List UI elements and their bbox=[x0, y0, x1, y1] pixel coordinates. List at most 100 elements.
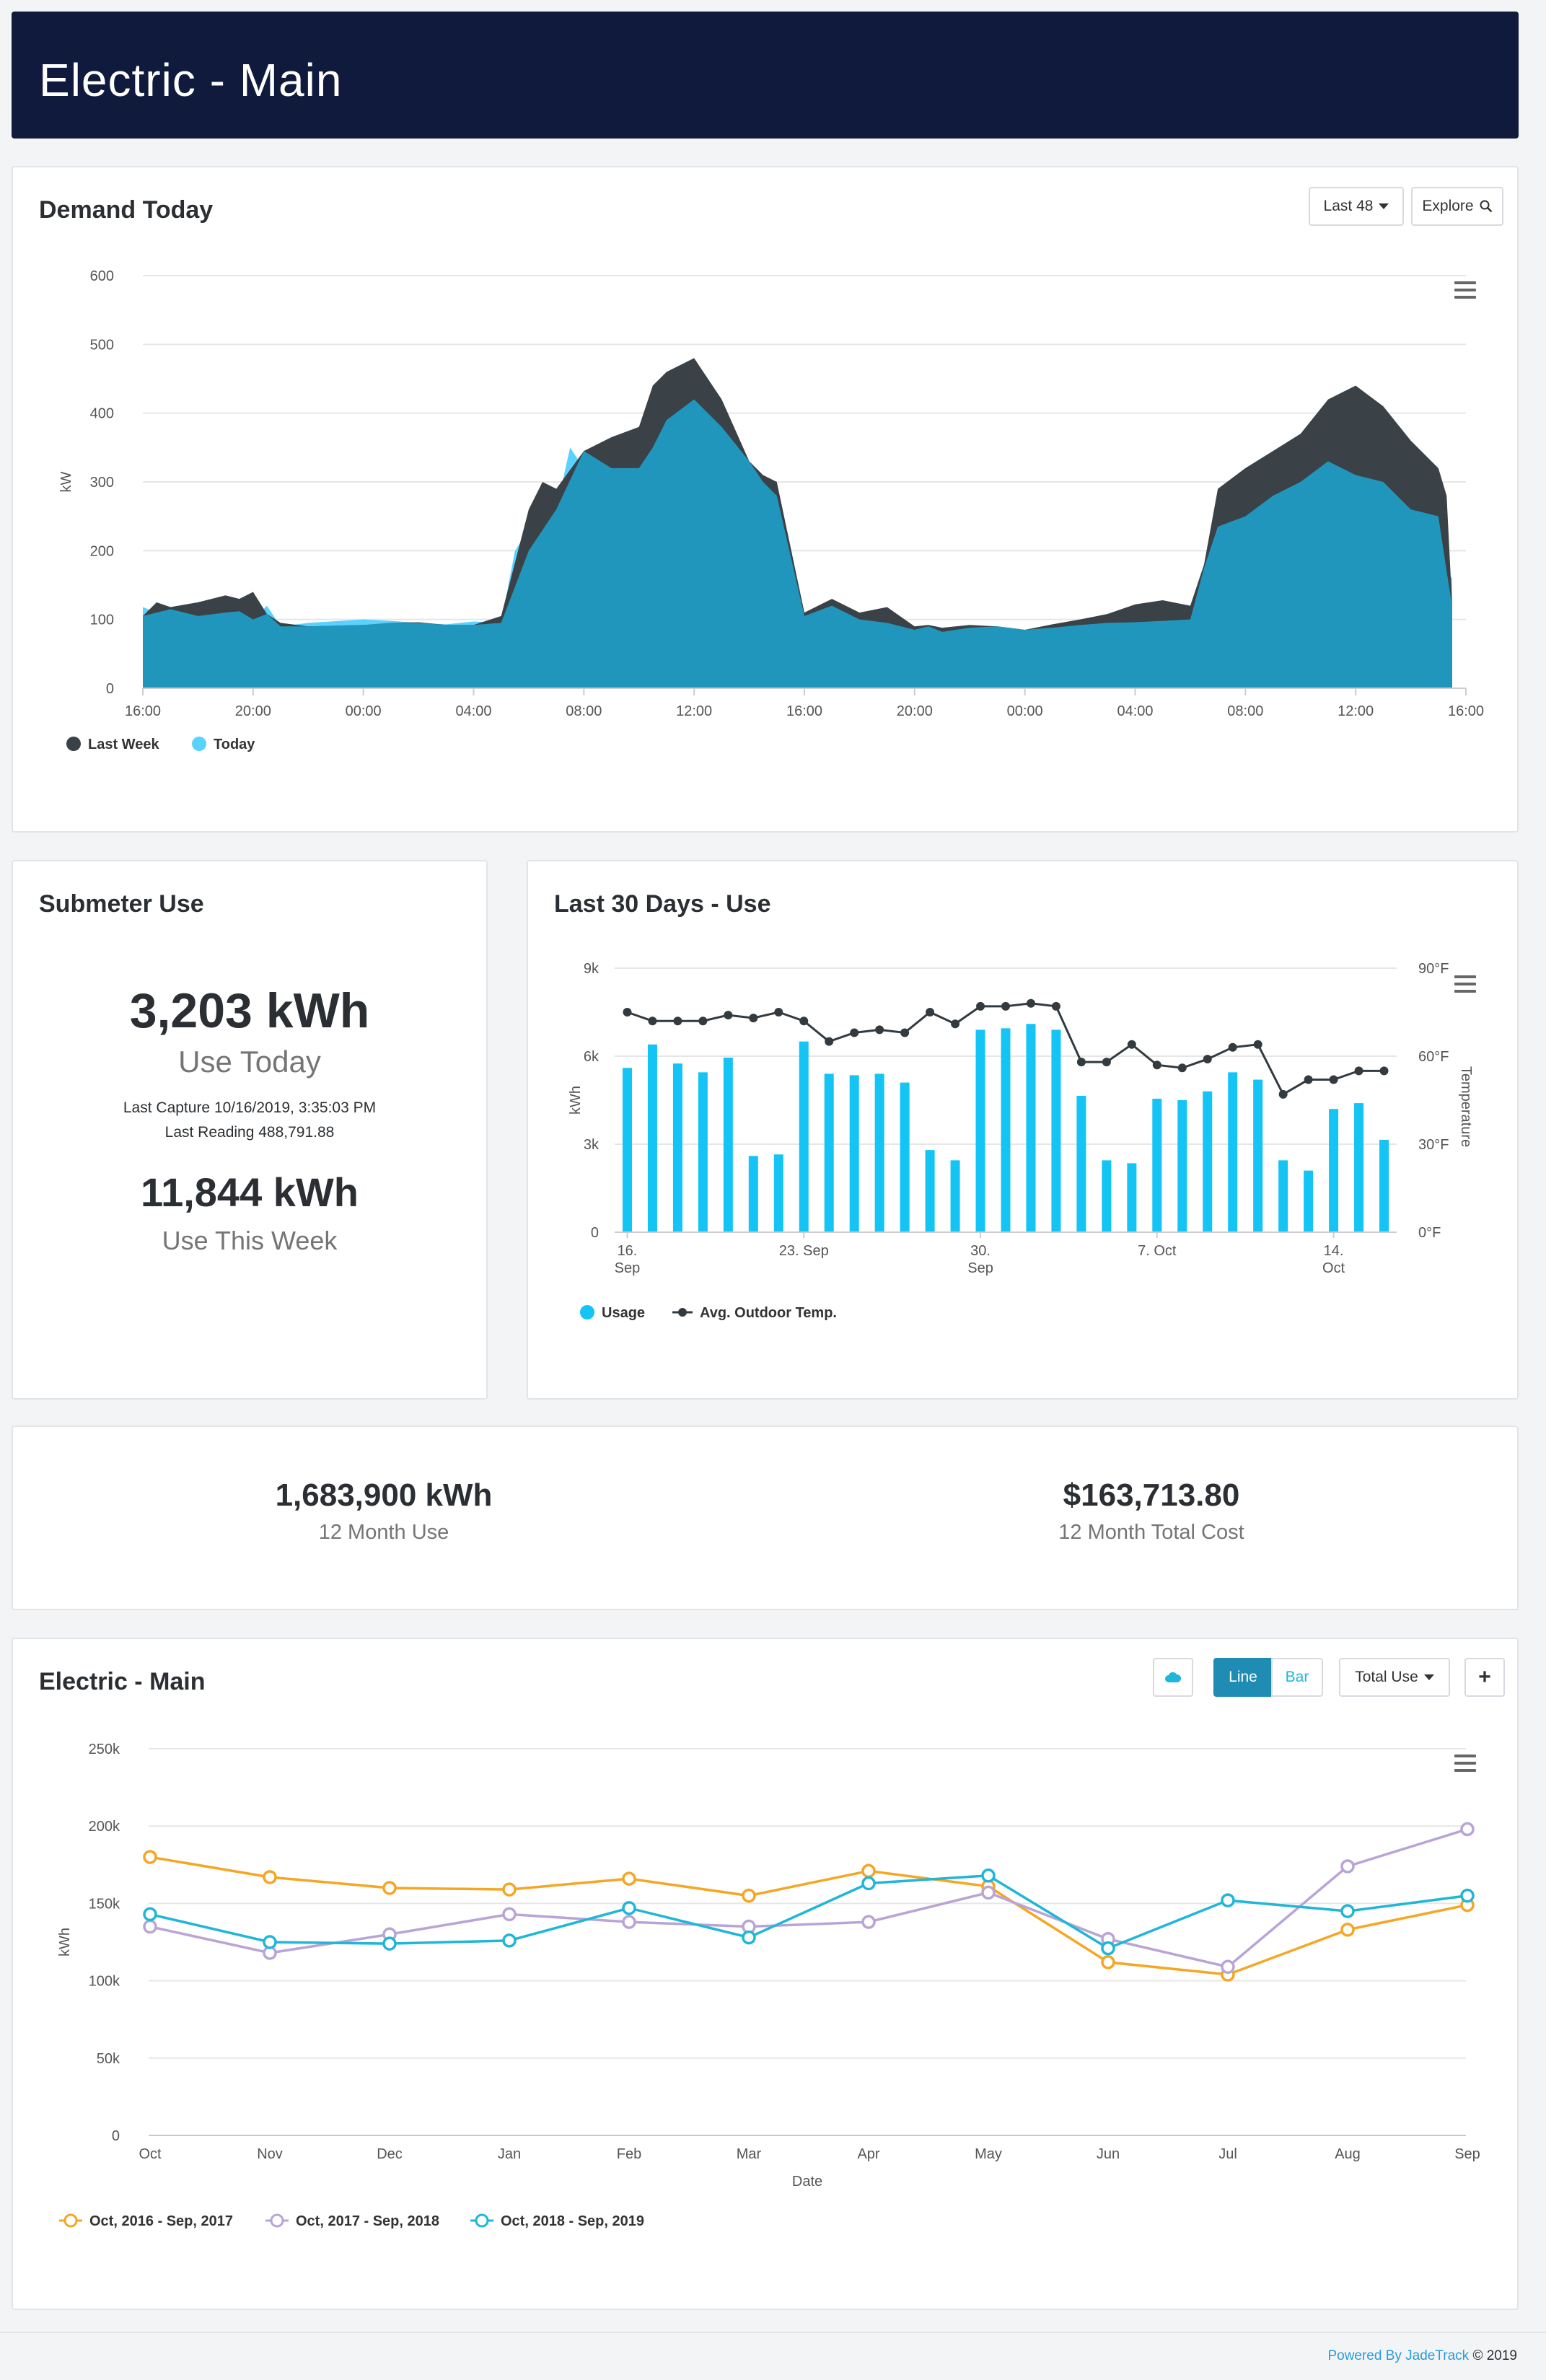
last30-xtick-sub: Sep bbox=[967, 1260, 993, 1276]
demand-ytick: 400 bbox=[90, 406, 114, 422]
last30-ylabel-left: kWh bbox=[568, 1086, 584, 1115]
usage-bar bbox=[1203, 1091, 1213, 1232]
chevron-down-icon bbox=[1379, 203, 1389, 209]
usage-bar bbox=[799, 1041, 809, 1232]
explore-button[interactable]: Explore bbox=[1411, 187, 1503, 226]
cloud-icon bbox=[1165, 1672, 1182, 1682]
last30-ytick-left: 3k bbox=[584, 1137, 599, 1153]
history-point bbox=[1460, 1822, 1475, 1837]
legend-today-marker bbox=[192, 737, 206, 751]
demand-xtick: 08:00 bbox=[566, 703, 602, 719]
temperature-point bbox=[875, 1025, 884, 1035]
metric-label: Total Use bbox=[1355, 1669, 1418, 1685]
history-point bbox=[143, 1850, 157, 1864]
temperature-point bbox=[1152, 1061, 1161, 1070]
annual-use-value: 1,683,900 kWh bbox=[275, 1477, 493, 1513]
temperature-point bbox=[698, 1016, 708, 1026]
temperature-point bbox=[900, 1028, 910, 1037]
history-point bbox=[861, 1915, 876, 1929]
history-point bbox=[742, 1888, 756, 1903]
demand-xtick: 04:00 bbox=[1117, 703, 1153, 719]
last30-xtick: 7. Oct bbox=[1138, 1243, 1177, 1259]
temperature-point bbox=[1203, 1055, 1212, 1064]
history-series-line bbox=[149, 1874, 1468, 1950]
temperature-point bbox=[926, 1008, 935, 1016]
metric-dropdown[interactable]: Total Use bbox=[1339, 1658, 1450, 1697]
annual-cost-label: 12 Month Total Cost bbox=[1058, 1521, 1244, 1544]
demand-xtick: 16:00 bbox=[125, 703, 161, 719]
demand-xtick: 20:00 bbox=[235, 703, 271, 719]
plus-icon: + bbox=[1478, 1665, 1491, 1689]
range-dropdown[interactable]: Last 48 bbox=[1309, 187, 1404, 226]
history-point bbox=[981, 1869, 996, 1883]
last30-menu-icon[interactable] bbox=[1454, 975, 1476, 993]
history-xtick: Nov bbox=[257, 2146, 283, 2162]
demand-ytick: 0 bbox=[106, 681, 114, 697]
legend-usage-marker bbox=[580, 1305, 594, 1319]
demand-menu-icon[interactable] bbox=[1454, 281, 1476, 299]
legend-temp-marker bbox=[678, 1308, 687, 1317]
usage-bar bbox=[672, 1063, 682, 1232]
last30-ylabel-right: Temperature bbox=[1458, 1066, 1474, 1147]
powered-by-link[interactable]: Powered By JadeTrack bbox=[1327, 2348, 1470, 2363]
history-point bbox=[622, 1915, 636, 1929]
use-week-label: Use This Week bbox=[162, 1226, 338, 1255]
history-xtick: Feb bbox=[617, 2146, 641, 2162]
history-point bbox=[742, 1930, 756, 1945]
history-xtick: Jun bbox=[1097, 2146, 1120, 2162]
legend-series-label: Oct, 2018 - Sep, 2019 bbox=[501, 2213, 644, 2229]
overlap-area bbox=[143, 399, 1452, 688]
temperature-point bbox=[825, 1037, 834, 1046]
usage-bar bbox=[1177, 1100, 1187, 1232]
weather-toggle-button[interactable] bbox=[1153, 1658, 1193, 1697]
last30-xtick: 30. bbox=[970, 1243, 991, 1259]
legend-series-label: Oct, 2016 - Sep, 2017 bbox=[89, 2213, 233, 2229]
last30-ytick-right: 60°F bbox=[1418, 1049, 1449, 1065]
history-point bbox=[1221, 1893, 1235, 1907]
usage-bar bbox=[1329, 1109, 1339, 1232]
history-ytick: 50k bbox=[97, 2051, 120, 2067]
demand-xtick: 20:00 bbox=[897, 703, 933, 719]
history-point bbox=[1101, 1955, 1115, 1970]
demand-xtick: 16:00 bbox=[786, 703, 822, 719]
temperature-point bbox=[1127, 1040, 1136, 1049]
use-today-value: 3,203 kWh bbox=[129, 983, 370, 1038]
history-xlabel: Date bbox=[792, 2174, 822, 2190]
history-ytick: 200k bbox=[89, 1819, 120, 1835]
usage-bar bbox=[698, 1072, 708, 1232]
demand-chart: 600 500 400 300 200 100 0 kW 16:00 20:00 00:00 04:0… bbox=[58, 268, 1484, 752]
usage-bar bbox=[622, 1068, 632, 1232]
temperature-point bbox=[1102, 1058, 1111, 1067]
usage-bar bbox=[1076, 1095, 1086, 1232]
usage-bar bbox=[1026, 1024, 1036, 1232]
temperature-point bbox=[951, 1019, 960, 1029]
legend-today: Today bbox=[214, 737, 255, 752]
history-point bbox=[1340, 1923, 1355, 1937]
history-card: Electric - Main Line Bar Total Use + 250… bbox=[12, 1638, 1519, 2310]
last30-ytick-left: 0 bbox=[591, 1225, 599, 1241]
usage-bar bbox=[1102, 1160, 1112, 1232]
usage-bar bbox=[874, 1073, 884, 1232]
legend-last-week: Last Week bbox=[88, 737, 159, 752]
usage-bar bbox=[1001, 1028, 1011, 1232]
demand-title: Demand Today bbox=[39, 196, 214, 224]
demand-ytick: 200 bbox=[90, 543, 114, 559]
temperature-point bbox=[799, 1016, 809, 1026]
demand-xtick: 00:00 bbox=[346, 703, 382, 719]
history-point bbox=[382, 1881, 397, 1895]
temperature-point bbox=[648, 1016, 657, 1026]
legend-series-marker bbox=[63, 2213, 78, 2228]
history-point bbox=[263, 1870, 277, 1884]
history-menu-icon[interactable] bbox=[1454, 1755, 1476, 1772]
legend-usage: Usage bbox=[602, 1305, 645, 1321]
bar-button[interactable]: Bar bbox=[1271, 1658, 1323, 1697]
demand-xtick: 12:00 bbox=[1338, 703, 1374, 719]
page-title: Electric - Main bbox=[39, 54, 343, 106]
legend-series-marker bbox=[475, 2213, 489, 2228]
legend-temp: Avg. Outdoor Temp. bbox=[700, 1305, 837, 1321]
add-button[interactable]: + bbox=[1464, 1658, 1505, 1697]
temperature-point bbox=[850, 1028, 859, 1037]
history-xtick: Oct bbox=[139, 2146, 162, 2162]
temperature-point bbox=[1177, 1063, 1187, 1073]
